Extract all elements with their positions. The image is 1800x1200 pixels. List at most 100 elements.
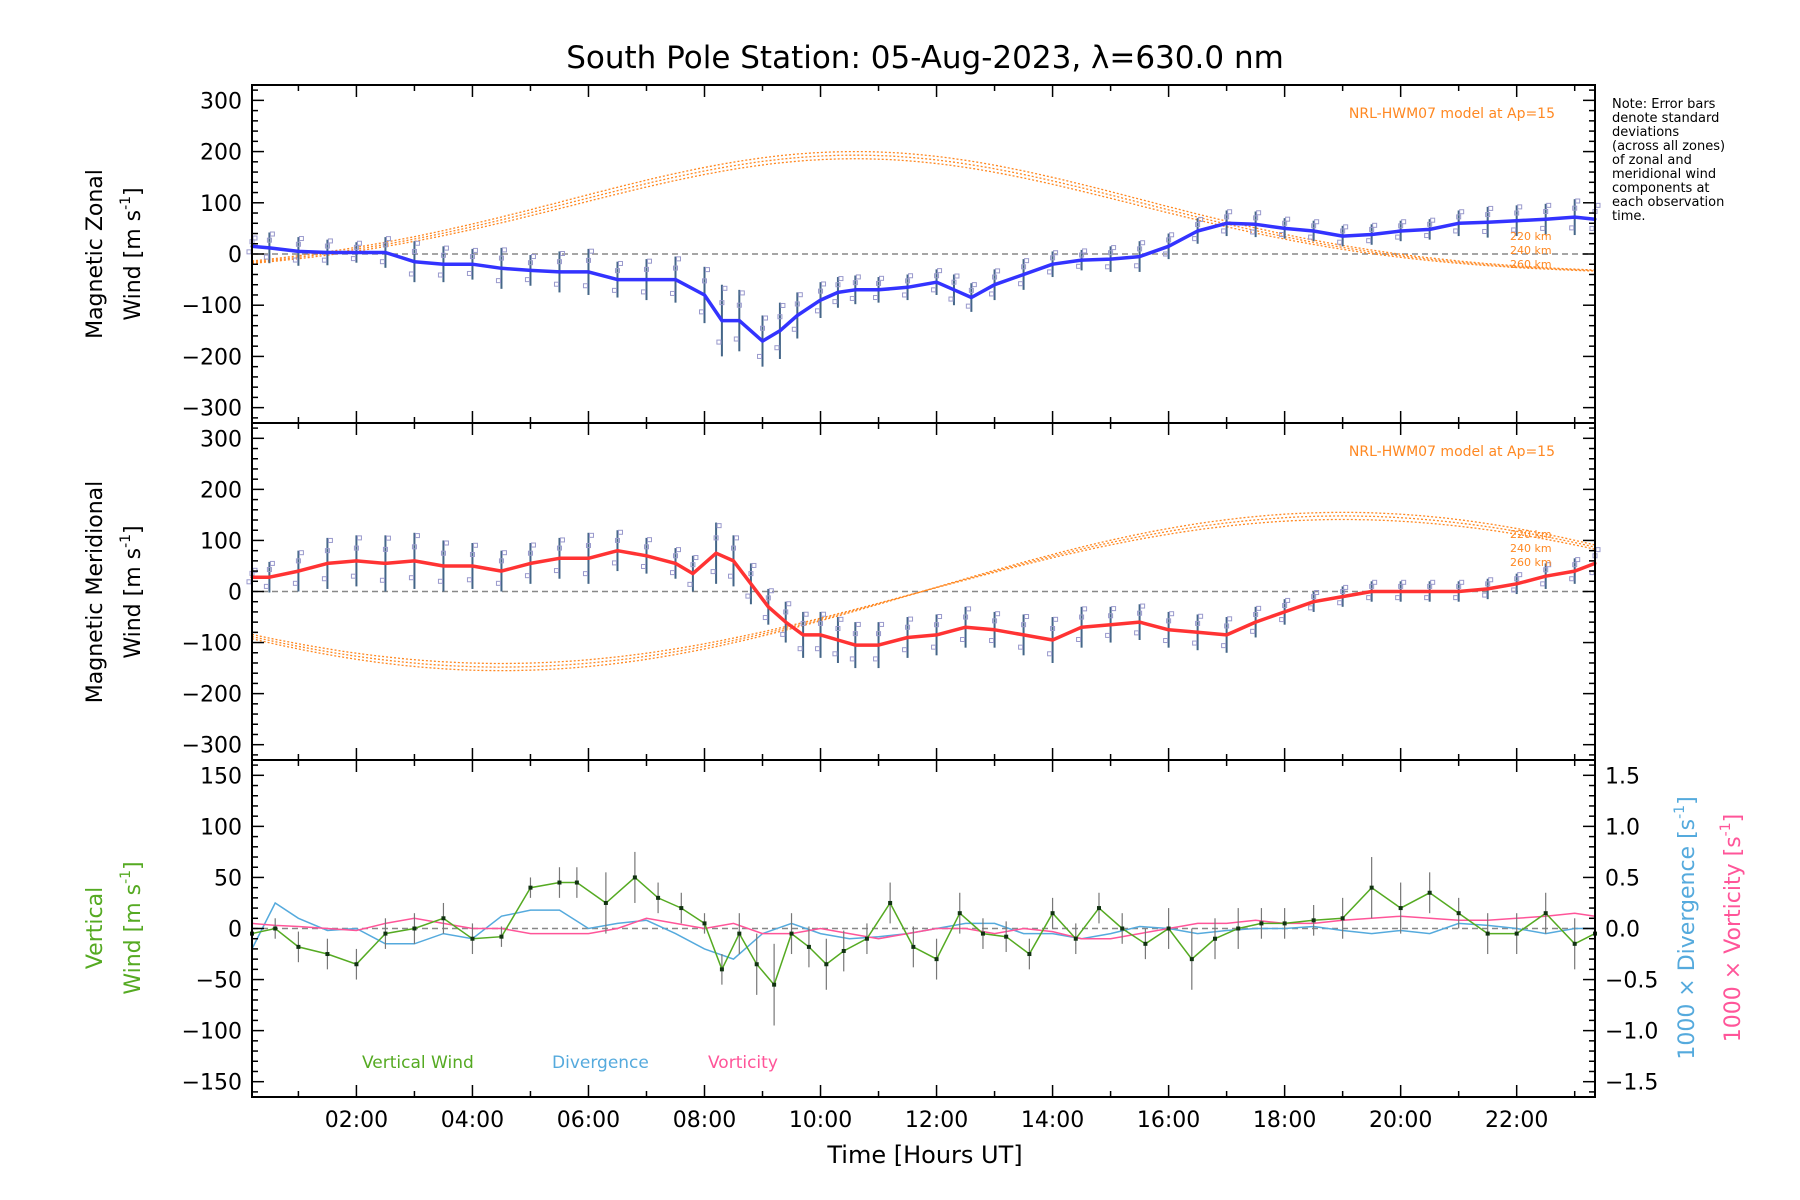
meridional-ylabel-unit: Wind [m s [121, 548, 146, 659]
vertical-wind-point [557, 880, 562, 885]
zonal-zone-point [1024, 258, 1030, 264]
meridional-zone-point [1511, 587, 1517, 593]
meridional-zone-point [716, 523, 722, 529]
vertical-wind-point [1427, 890, 1432, 895]
vertical-wind-point [1236, 926, 1241, 931]
meridional-zone-point [356, 535, 362, 541]
zonal-zone-point [559, 250, 565, 256]
meridional-zone-point [748, 571, 754, 577]
zonal-zone-point [614, 268, 620, 274]
vertical-wind-point [1166, 926, 1171, 931]
zonal-zone-point [716, 339, 722, 345]
meridional-zone-point [1166, 618, 1172, 624]
meridional-data-point [784, 620, 788, 624]
meridional-zone-point [324, 548, 330, 554]
zonal-data-point [1428, 227, 1432, 231]
zonal-zone-point [1398, 223, 1404, 229]
meridional-data-point [615, 549, 619, 553]
vertical-wind-point [296, 944, 301, 949]
meridional-zone-point [1575, 557, 1581, 563]
meridional-alt-label-260: 260 km [1510, 556, 1552, 569]
zonal-data-point [1283, 226, 1287, 230]
zonal-zone-point [849, 295, 855, 301]
zonal-data-point [1022, 272, 1026, 276]
zonal-data-point [354, 250, 358, 254]
zonal-zone-point [353, 244, 359, 250]
meridional-zone-point [501, 550, 507, 556]
vertical-wind-point [754, 962, 759, 967]
note-line: of zonal and [1612, 153, 1692, 168]
zonal-zone-point [1366, 238, 1372, 244]
meridional-zone-point [1337, 600, 1343, 606]
meridional-zone-point [443, 540, 449, 546]
zonal-zone-point [553, 281, 559, 287]
zonal-zone-point [855, 274, 861, 280]
zonal-zone-point [675, 256, 681, 262]
zonal-zone-point [1076, 263, 1082, 269]
meridional-zone-point [640, 563, 646, 569]
vertical-wind-point [1514, 931, 1519, 936]
meridional-zone-point [1285, 597, 1291, 603]
zonal-zone-point [815, 308, 821, 314]
zonal-zone-point [736, 302, 742, 308]
zonal-model-alt-labels: 220 km 240 km 260 km [1510, 230, 1552, 271]
zonal-zone-point [1595, 202, 1601, 208]
meridional-ylabel-line1: Magnetic Meridional [83, 481, 108, 703]
meridional-zone-point [675, 547, 681, 553]
zonal-zone-point [821, 281, 827, 287]
meridional-zone-point [1076, 636, 1082, 642]
zonal-zone-point [1337, 239, 1343, 245]
zonal-data-point [383, 250, 387, 254]
vertical-wind-point [273, 926, 278, 931]
zonal-zone-point [1053, 250, 1059, 256]
vertical-wind-point [737, 931, 742, 936]
meridional-zone-point [1256, 605, 1262, 611]
meridional-data-point [1022, 633, 1026, 637]
zonal-zone-point [1488, 205, 1494, 211]
meridional-zone-point [855, 621, 861, 627]
zonal-data-point [1167, 244, 1171, 248]
meridional-zone-point [350, 573, 356, 579]
zonal-zone-point [722, 285, 728, 291]
zonal-zone-point [1482, 228, 1488, 234]
meridional-data-point [1138, 620, 1142, 624]
x-tick-label: 22:00 [1485, 1108, 1548, 1133]
y-tick-label: 100 [200, 815, 242, 840]
meridional-data-point [964, 625, 968, 629]
note-line: deviations [1612, 125, 1679, 140]
meridional-zone-point [1595, 547, 1601, 553]
vertical-wind-point [934, 957, 939, 962]
vertical-wind-point [1369, 885, 1374, 890]
meridional-zone-point [1134, 630, 1140, 636]
zonal-zone-point [954, 273, 960, 279]
meridional-zone-point [1250, 628, 1256, 634]
zonal-zone-point [1575, 198, 1581, 204]
meridional-zone-point [1569, 576, 1575, 582]
y-tick-label: −100 [182, 632, 242, 657]
y2-tick-label: 1.5 [1605, 764, 1640, 789]
zonal-data-point [1254, 222, 1258, 226]
zonal-data-point [761, 339, 765, 343]
zonal-zone-point [672, 265, 678, 271]
meridional-ylabel-sup: -1 [118, 534, 134, 548]
zonal-zone-point [1111, 245, 1117, 251]
zonal-zone-point [1018, 281, 1024, 287]
meridional-zone-point [1311, 594, 1317, 600]
meridional-zone-point [963, 614, 969, 620]
meridional-zone-point [1224, 623, 1230, 629]
meridional-zone-point [611, 560, 617, 566]
meridional-zone-point [876, 631, 882, 637]
meridional-zone-point [643, 544, 649, 550]
zonal-zone-point [266, 237, 272, 243]
vertical-wind-point [441, 916, 446, 921]
zonal-data-point [1196, 229, 1200, 233]
vertical-wind-point [679, 906, 684, 911]
meridional-zone-point [1401, 579, 1407, 585]
meridional-data-point [499, 569, 503, 573]
vertical-wind-point [841, 948, 846, 953]
meridional-zone-point [1079, 614, 1085, 620]
meridional-zone-point [1105, 632, 1111, 638]
meridional-zone-point [731, 545, 737, 551]
zonal-zone-point [1108, 250, 1114, 256]
vertical-wind-point [1004, 934, 1009, 939]
